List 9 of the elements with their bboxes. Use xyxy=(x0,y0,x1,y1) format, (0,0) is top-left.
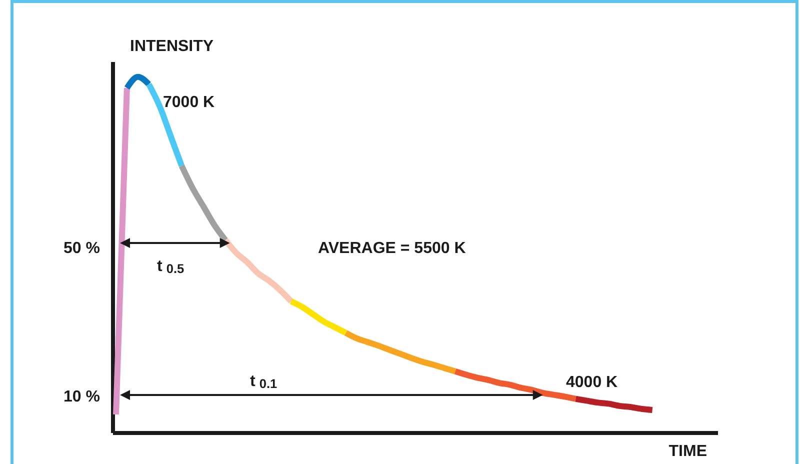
annotation: 4000 K xyxy=(566,374,618,391)
annotation: t$_{0.1}$ xyxy=(250,373,278,391)
y-tick-label: 50 % xyxy=(64,240,100,258)
y-axis-title: INTENSITY xyxy=(130,38,214,55)
y-tick-label: 10 % xyxy=(64,388,100,406)
x-axis-title: TIME xyxy=(668,443,708,460)
annotation: t$_{0.5}$ xyxy=(157,258,184,276)
annotation: AVERAGE = 5500 K xyxy=(318,240,466,257)
annotation: 7000 K xyxy=(163,94,216,111)
